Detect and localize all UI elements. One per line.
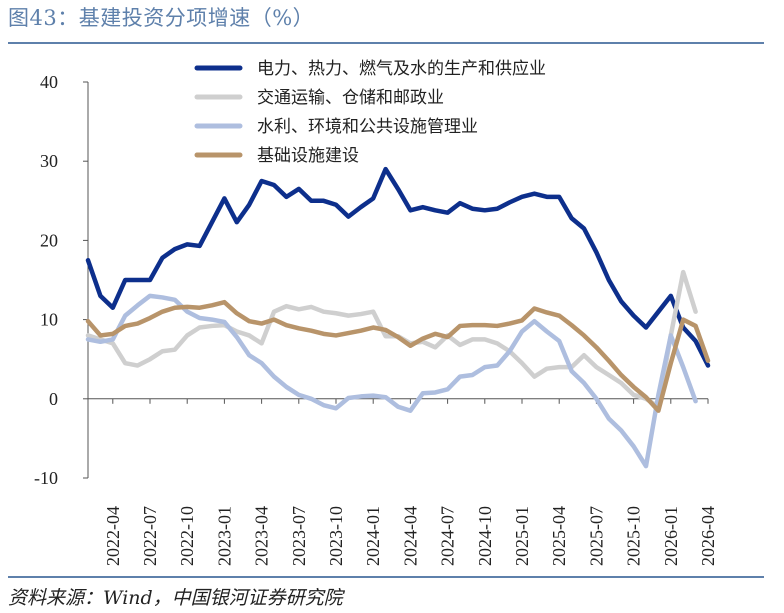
source-divider — [8, 576, 764, 578]
y-tick-label: 10 — [40, 310, 58, 330]
x-tick-label: 2025-01 — [512, 506, 532, 566]
x-tick-label: 2022-10 — [177, 506, 197, 566]
series-line-1 — [85, 166, 711, 368]
legend-label-4: 基础设施建设 — [257, 146, 359, 166]
series-line-3 — [85, 293, 698, 469]
chart-title: 图43：基建投资分项增速（%） — [8, 6, 315, 30]
y-tick-label: -10 — [34, 468, 58, 488]
x-tick-label: 2026-04 — [698, 506, 718, 566]
legend-label-1: 电力、热力、燃气及水的生产和供应业 — [257, 59, 546, 79]
x-tick-label: 2022-04 — [103, 506, 123, 566]
x-tick-label: 2023-07 — [289, 506, 309, 566]
chart-legend: 电力、热力、燃气及水的生产和供应业交通运输、仓储和邮政业水利、环境和公共设施管理… — [194, 59, 546, 166]
x-tick-label: 2023-01 — [214, 506, 234, 566]
x-tick-label: 2024-10 — [475, 506, 495, 566]
x-tick-label: 2025-04 — [549, 506, 569, 566]
title-divider — [8, 42, 764, 44]
source-note: 资料来源：Wind，中国银河证券研究院 — [8, 587, 343, 609]
series-line-2 — [85, 269, 698, 409]
x-tick-label: 2023-10 — [326, 506, 346, 566]
chart-axes: -10 0 10 20 30 40 2022-04 2022-07 2022-10 2023-01… — [34, 72, 718, 566]
x-tick-label: 2022-07 — [140, 506, 160, 566]
y-tick-label: 20 — [40, 230, 58, 250]
y-tick-label: 0 — [49, 389, 58, 409]
legend-label-3: 水利、环境和公共设施管理业 — [257, 117, 478, 137]
chart-series-group — [85, 166, 711, 469]
x-tick-label: 2023-04 — [252, 506, 272, 566]
x-tick-label: 2025-07 — [586, 506, 606, 566]
series-line-4 — [85, 299, 711, 413]
line-chart: -10 0 10 20 30 40 2022-04 2022-07 2022-10 2023-01… — [34, 59, 718, 566]
x-tick-label: 2024-07 — [438, 506, 458, 566]
x-tick-label: 2024-04 — [400, 506, 420, 566]
y-tick-label: 40 — [40, 72, 58, 92]
y-tick-label: 30 — [40, 151, 58, 171]
legend-label-2: 交通运输、仓储和邮政业 — [257, 88, 444, 108]
x-tick-label: 2026-01 — [661, 506, 681, 566]
x-tick-label: 2024-01 — [363, 506, 383, 566]
x-tick-label: 2025-10 — [624, 506, 644, 566]
